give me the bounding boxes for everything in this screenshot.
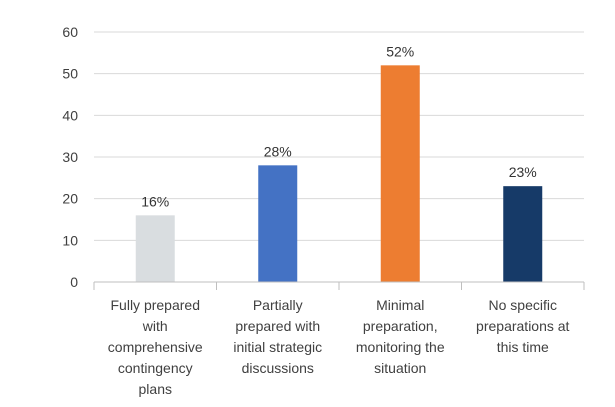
category-label-line: monitoring the xyxy=(356,339,445,355)
category-label-line: with xyxy=(142,318,168,334)
category-label-line: comprehensive xyxy=(108,339,203,355)
category-label-line: situation xyxy=(374,360,426,376)
gridlines xyxy=(94,31,584,241)
y-tick-label: 40 xyxy=(62,107,78,123)
data-label: 52% xyxy=(386,43,414,59)
data-labels: 16% 28% 52% 23% xyxy=(141,43,537,209)
category-label-line: this time xyxy=(497,339,549,355)
x-axis xyxy=(93,281,585,290)
bars xyxy=(135,65,543,282)
bar xyxy=(503,186,543,282)
y-tick-label: 50 xyxy=(62,66,78,82)
data-label: 28% xyxy=(264,143,292,159)
category-label-line: prepared with xyxy=(235,318,320,334)
data-label: 23% xyxy=(509,164,537,180)
category-label-line: Minimal xyxy=(376,297,424,313)
y-tick-label: 10 xyxy=(62,232,78,248)
y-tick-label: 60 xyxy=(62,24,78,40)
category-label-line: Partially xyxy=(253,297,303,313)
category-label-line: Fully prepared xyxy=(111,297,201,313)
bar xyxy=(135,215,175,282)
category-label-line: preparation, xyxy=(363,318,438,334)
category-label: Partially prepared with initial strategic d… xyxy=(233,297,322,376)
category-label-line: contingency xyxy=(118,360,193,376)
category-label-line: initial strategic xyxy=(233,339,322,355)
data-label: 16% xyxy=(141,193,169,209)
bar xyxy=(380,65,420,282)
bar xyxy=(258,165,298,282)
y-tick-label: 0 xyxy=(70,274,78,290)
category-label: No specific preparations at this time xyxy=(476,297,570,355)
category-label-line: preparations at xyxy=(476,318,570,334)
y-tick-label: 20 xyxy=(62,191,78,207)
category-label-line: No specific xyxy=(489,297,557,313)
category-label-line: plans xyxy=(139,381,172,397)
category-label-line: discussions xyxy=(242,360,314,376)
category-label: Minimal preparation, monitoring the situati… xyxy=(356,297,445,376)
category-labels: Fully prepared with comprehensive contingen… xyxy=(108,297,570,397)
y-axis-tick-labels: 0 10 20 30 40 50 60 xyxy=(62,24,78,290)
category-label: Fully prepared with comprehensive contingen… xyxy=(108,297,203,397)
y-tick-label: 30 xyxy=(62,149,78,165)
